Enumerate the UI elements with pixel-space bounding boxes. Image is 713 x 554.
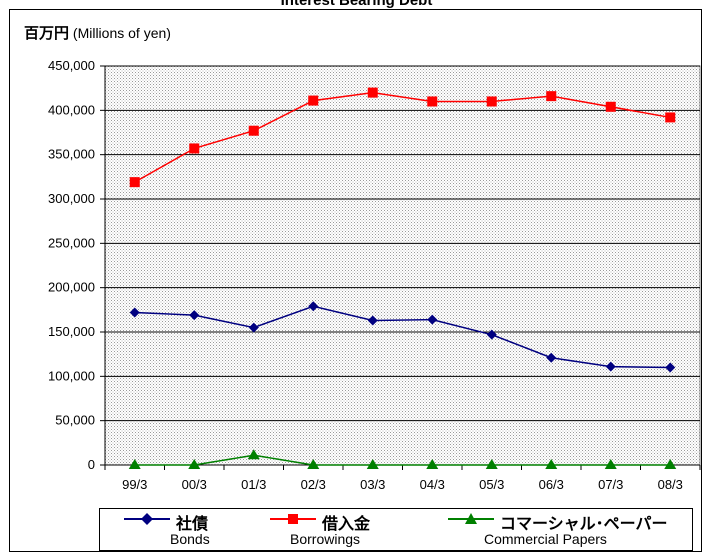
- x-tick-label: 04/3: [420, 477, 445, 492]
- data-point-borrowings: [129, 177, 140, 188]
- chart-frame: [9, 9, 702, 552]
- x-tick-label: 02/3: [301, 477, 326, 492]
- data-point-borrowings: [605, 101, 616, 112]
- data-point-commercial-papers: [188, 459, 201, 469]
- y-tick-label: 400,000: [48, 102, 95, 117]
- chart-title: Interest Bearing Debt: [280, 0, 433, 9]
- legend-label-bonds: 社債: [176, 516, 209, 533]
- data-point-borrowings: [367, 87, 378, 98]
- data-point-commercial-papers: [485, 459, 498, 469]
- y-tick-label: 150,000: [48, 324, 95, 339]
- data-point-borrowings: [486, 96, 497, 107]
- data-point-bonds: [546, 352, 557, 363]
- x-tick-label: 05/3: [479, 477, 504, 492]
- y-tick-label: 300,000: [48, 191, 95, 206]
- legend-sublabel-bonds: Bonds: [170, 531, 210, 547]
- data-point-borrowings: [665, 112, 676, 123]
- data-point-bonds: [605, 361, 616, 372]
- x-tick-label: 01/3: [241, 477, 266, 492]
- data-point-commercial-papers: [604, 459, 617, 469]
- data-point-commercial-papers: [426, 459, 439, 469]
- legend-marker-borrowings: [270, 514, 316, 524]
- data-point-borrowings: [248, 125, 259, 136]
- data-point-commercial-papers: [366, 459, 379, 469]
- legend-sublabel-commercial-papers: Commercial Papers: [484, 531, 607, 547]
- data-point-commercial-papers: [545, 459, 558, 469]
- y-tick-label: 200,000: [48, 280, 95, 295]
- data-point-borrowings: [308, 95, 319, 106]
- x-tick-label: 99/3: [122, 477, 147, 492]
- data-point-bonds: [248, 322, 259, 333]
- data-point-bonds: [129, 307, 140, 318]
- legend-marker-commercial-papers: [448, 513, 494, 524]
- data-point-commercial-papers: [664, 459, 677, 469]
- y-tick-label: 250,000: [48, 235, 95, 250]
- data-point-bonds: [665, 362, 676, 373]
- legend-marker-bonds: [124, 513, 170, 525]
- data-point-commercial-papers: [307, 459, 320, 469]
- data-point-borrowings: [546, 91, 557, 102]
- data-point-commercial-papers: [128, 459, 141, 469]
- y-axis-unit-label: 百万円 (Millions of yen): [24, 22, 171, 43]
- series-line-borrowings: [134, 91, 671, 183]
- legend: 社債 Bonds 借入金 Borrowings コマーシャル･ペーパー Comm…: [99, 508, 693, 551]
- y-tick-label: 450,000: [48, 58, 95, 73]
- x-tick-label: 08/3: [658, 477, 683, 492]
- data-point-borrowings: [189, 143, 200, 154]
- legend-sublabel-borrowings: Borrowings: [290, 531, 361, 547]
- y-tick-label: 50,000: [55, 413, 95, 428]
- x-tick-label: 07/3: [598, 477, 623, 492]
- y-tick-label: 0: [88, 457, 95, 472]
- legend-label-commercial-papers: コマーシャル･ペーパー: [500, 516, 668, 533]
- data-point-bonds: [486, 329, 497, 340]
- series-line-commercial-papers: [134, 454, 671, 466]
- data-point-bonds: [308, 301, 319, 312]
- series-line-bonds: [134, 305, 671, 369]
- data-point-bonds: [189, 310, 200, 321]
- y-tick-label: 100,000: [48, 368, 95, 383]
- plot-area: [104, 65, 701, 466]
- data-point-commercial-papers: [247, 449, 260, 460]
- y-tick-label: 350,000: [48, 147, 95, 162]
- data-point-bonds: [367, 315, 378, 326]
- x-tick-label: 00/3: [182, 477, 207, 492]
- x-tick-label: 06/3: [539, 477, 564, 492]
- data-point-bonds: [427, 314, 438, 325]
- y-axis-unit-jp: 百万円: [24, 25, 70, 42]
- legend-label-borrowings: 借入金: [322, 516, 371, 533]
- data-point-borrowings: [427, 96, 438, 107]
- y-axis-unit-en: (Millions of yen): [72, 25, 171, 41]
- x-tick-label: 03/3: [360, 477, 385, 492]
